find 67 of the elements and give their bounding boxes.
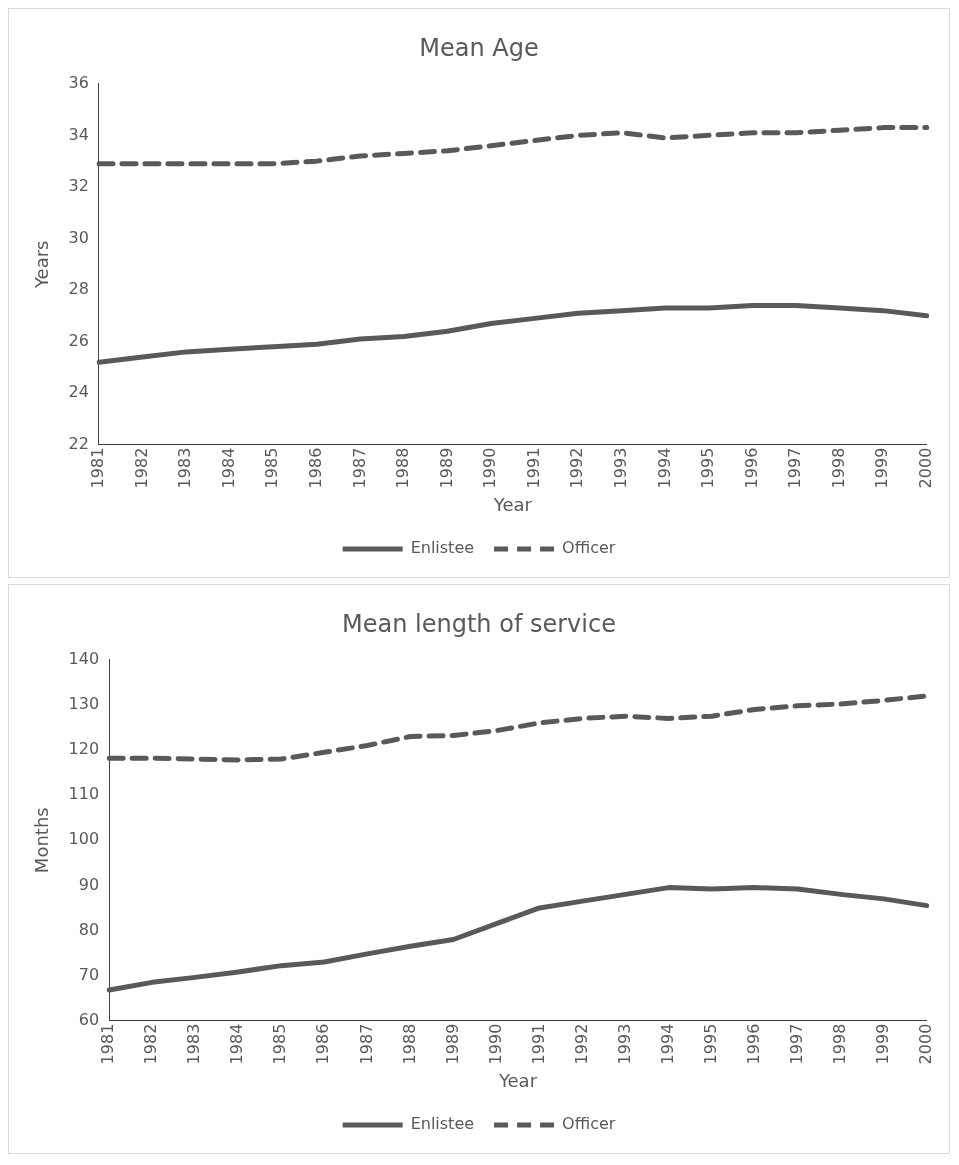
y-tick-label: 60: [78, 1009, 100, 1029]
y-tick-label: 70: [78, 964, 100, 984]
y-tick-label: 28: [68, 279, 89, 299]
x-tick-label: 1982: [131, 447, 151, 489]
x-tick-label: 1984: [227, 1023, 247, 1065]
legend-label: Enlistee: [410, 1114, 475, 1134]
x-tick-label: 1987: [349, 447, 369, 489]
x-tick-label: 1983: [175, 447, 195, 489]
x-tick-label: 1987: [356, 1023, 376, 1065]
x-tick-label: 1983: [184, 1023, 204, 1065]
y-tick-label: 120: [68, 739, 100, 759]
chart-title: Mean length of service: [342, 609, 616, 638]
x-tick-label: 1994: [657, 1023, 677, 1065]
x-tick-label: 1981: [88, 447, 108, 489]
x-tick-label: 1991: [523, 447, 543, 489]
x-tick-label: 1992: [567, 447, 587, 489]
y-tick-label: 26: [68, 330, 89, 350]
x-tick-label: 1984: [218, 447, 238, 489]
y-tick-label: 34: [68, 124, 89, 144]
y-tick-label: 22: [68, 433, 89, 453]
x-tick-label: 1985: [262, 447, 282, 489]
y-tick-label: 100: [68, 829, 100, 849]
x-tick-label: 1990: [480, 447, 500, 489]
x-tick-label: 1997: [785, 447, 805, 489]
x-tick-label: 1986: [305, 447, 325, 489]
x-tick-label: 1995: [698, 447, 718, 489]
x-tick-label: 1991: [528, 1023, 548, 1065]
x-tick-label: 1994: [654, 447, 674, 489]
x-tick-label: 1998: [828, 447, 848, 489]
x-tick-label: 1993: [610, 447, 630, 489]
y-tick-label: 90: [78, 874, 100, 894]
x-tick-label: 2000: [915, 447, 935, 489]
y-axis-title: Years: [31, 240, 53, 289]
y-axis-title: Months: [31, 807, 53, 874]
x-tick-label: 1989: [442, 1023, 462, 1065]
x-tick-label: 1986: [313, 1023, 333, 1065]
x-tick-label: 1996: [741, 447, 761, 489]
x-tick-label: 1990: [485, 1023, 505, 1065]
x-tick-label: 1981: [98, 1023, 118, 1065]
y-tick-label: 130: [68, 694, 100, 714]
chart-title: Mean Age: [419, 33, 539, 62]
x-tick-label: 1988: [393, 447, 413, 489]
y-tick-label: 110: [68, 784, 100, 804]
x-tick-label: 1999: [872, 1023, 892, 1065]
y-tick-label: 80: [78, 919, 100, 939]
legend-label: Enlistee: [410, 538, 475, 558]
y-tick-label: 24: [68, 382, 89, 402]
x-tick-label: 1985: [270, 1023, 290, 1065]
x-axis-title: Year: [492, 493, 533, 515]
x-tick-label: 1989: [436, 447, 456, 489]
x-tick-label: 1999: [872, 447, 892, 489]
y-tick-label: 140: [68, 648, 100, 668]
y-tick-label: 30: [68, 227, 89, 247]
x-tick-label: 1993: [614, 1023, 634, 1065]
legend-label: Officer: [562, 538, 616, 558]
x-tick-label: 1988: [399, 1023, 419, 1065]
y-tick-label: 32: [68, 176, 89, 196]
legend-label: Officer: [562, 1114, 616, 1134]
x-axis-title: Year: [497, 1069, 538, 1091]
x-tick-label: 1996: [743, 1023, 763, 1065]
x-tick-label: 1995: [700, 1023, 720, 1065]
x-tick-label: 2000: [915, 1023, 935, 1065]
x-tick-label: 1997: [786, 1023, 806, 1065]
x-tick-label: 1982: [141, 1023, 161, 1065]
x-tick-label: 1992: [571, 1023, 591, 1065]
x-tick-label: 1998: [829, 1023, 849, 1065]
y-tick-label: 36: [68, 72, 89, 92]
